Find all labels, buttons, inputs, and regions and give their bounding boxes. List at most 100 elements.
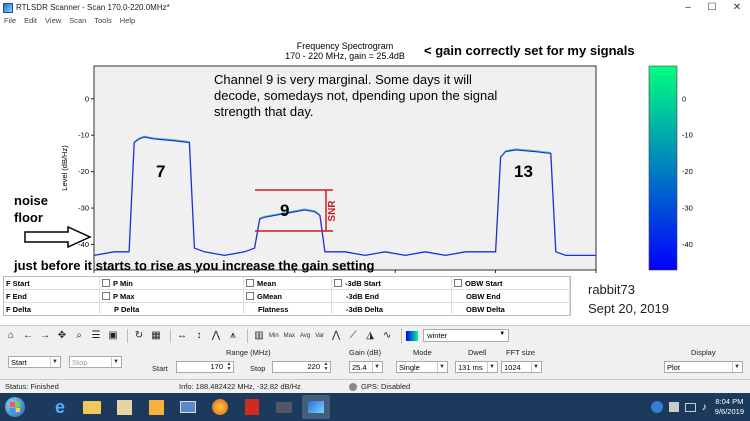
measurement-row: F Delta P Delta Flatness -3dB Delta OBW … [4, 303, 570, 316]
gain-label: Gain (dB) [349, 348, 382, 357]
measure-3db-end: -3dB End [332, 290, 452, 302]
computer-icon[interactable] [174, 395, 202, 419]
firefox-icon[interactable] [206, 395, 234, 419]
scan-controls: Start ▼ Stop ▼ Range (MHz) Start 170 ▲ ▼ Sto… [0, 345, 750, 379]
menu-tools[interactable]: Tools [94, 16, 112, 25]
chevron-down-icon: ▼ [50, 357, 59, 367]
menu-help[interactable]: Help [119, 16, 136, 25]
plot-toolbar: ⌂ ← → ✥ ⌕ ☰ ▣ ↻ ▦ ↔ ↕ ⋀ ⩚ ▥ Min Max Avg … [0, 325, 750, 345]
rtlsdr-scanner-icon[interactable] [302, 395, 330, 419]
refresh-icon[interactable]: ↻ [134, 330, 144, 341]
clock-date: 9/6/2019 [714, 407, 744, 416]
media-player-icon[interactable] [142, 395, 170, 419]
back-arrow-icon[interactable]: ← [23, 330, 33, 341]
start-button[interactable] [0, 394, 30, 420]
maximize-button[interactable]: ☐ [707, 2, 717, 13]
menu-file[interactable]: File [4, 16, 17, 25]
camera-icon[interactable] [270, 395, 298, 419]
p-max-checkbox[interactable] [102, 292, 110, 300]
colorbar-tick-label: 0 [682, 94, 686, 103]
file-explorer-icon[interactable] [78, 395, 106, 419]
spectrum-chart-area: Frequency Spectrogram 170 - 220 MHz, gai… [0, 26, 750, 283]
mode-select[interactable]: Single ▼ [396, 361, 448, 373]
measure-3db-start[interactable]: -3dB Start [332, 277, 452, 289]
mean-checkbox[interactable] [246, 279, 254, 287]
max-button[interactable]: Max [283, 332, 296, 339]
gain-select[interactable]: 25.4 ▼ [349, 361, 383, 373]
channel-9-label: 9 [280, 201, 290, 220]
measure-p-min[interactable]: P Min [100, 277, 244, 289]
gmean-checkbox[interactable] [246, 292, 254, 300]
status-bar: Status: Finished Info: 188.482422 MHz, -… [0, 379, 750, 393]
spectrum-chart[interactable]: Frequency Spectrogram 170 - 220 MHz, gai… [0, 26, 750, 283]
expand-icon[interactable]: ↔ [177, 330, 187, 341]
zoom-icon[interactable]: ⌕ [76, 330, 82, 341]
chevron-down-icon: ▼ [372, 362, 381, 372]
chart-line-icon[interactable]: ▥ [254, 330, 264, 341]
p-min-checkbox[interactable] [102, 279, 110, 287]
minimize-button[interactable]: – [685, 2, 691, 13]
y-tick-label: 0 [85, 94, 89, 103]
measure-mean[interactable]: Mean [244, 277, 332, 289]
display-icon[interactable] [684, 402, 696, 412]
pan-icon[interactable]: ✥ [57, 330, 67, 341]
volume-icon[interactable]: ♪ [701, 401, 707, 413]
3db-checkbox[interactable] [334, 279, 342, 287]
fft-size-select[interactable]: 1024 ▼ [501, 361, 542, 373]
flag-icon[interactable] [668, 402, 679, 412]
signature-date: Sept 20, 2019 [588, 301, 669, 316]
grid-icon[interactable]: ▦ [151, 330, 161, 341]
dwell-label: Dwell [468, 348, 487, 357]
obw-checkbox[interactable] [454, 279, 462, 287]
dwell-select[interactable]: 131 ms ▼ [455, 361, 498, 373]
home-icon[interactable]: ⌂ [7, 330, 15, 341]
channel-7-label: 7 [156, 162, 166, 181]
peak-marker-icon[interactable]: ⋀ [332, 330, 341, 341]
colorbar-tick-label: -30 [682, 204, 693, 213]
var-button[interactable]: Var [315, 332, 325, 339]
documents-icon[interactable] [110, 395, 138, 419]
min-button[interactable]: Min [269, 332, 279, 339]
measure-gmean[interactable]: GMean [244, 290, 332, 302]
menu-scan[interactable]: Scan [69, 16, 87, 25]
range-label: Range (MHz) [226, 348, 271, 357]
peak-icon[interactable]: ⋀ [211, 330, 221, 341]
menu-edit[interactable]: Edit [24, 16, 38, 25]
measure-obw-start[interactable]: OBW Start [452, 277, 570, 289]
windows-taskbar: e ♪ 8:04 PM 9/6/2019 [0, 393, 750, 421]
line-icon[interactable]: ⟋ [349, 330, 357, 341]
smooth-icon[interactable]: ∿ [382, 330, 392, 341]
menu-view[interactable]: View [45, 16, 62, 25]
network-icon[interactable] [650, 401, 663, 413]
windows-logo-icon [5, 397, 25, 417]
clock-time: 8:04 PM [715, 397, 744, 406]
gps-icon [349, 382, 357, 391]
y-tick-label: -40 [78, 240, 89, 249]
forward-arrow-icon[interactable]: → [40, 330, 50, 341]
measure-p-max[interactable]: P Max [100, 290, 244, 302]
signature-name: rabbit73 [588, 282, 635, 297]
fill-icon[interactable]: ◮ [366, 330, 374, 341]
display-select[interactable]: Plot ▼ [664, 361, 743, 373]
stop-label: Stop [250, 364, 266, 373]
start-freq-input[interactable]: 170 ▲ ▼ [176, 361, 234, 373]
spinner-icon[interactable]: ▲ ▼ [226, 361, 232, 372]
stop-freq-input[interactable]: 220 ▲ ▼ [272, 361, 331, 373]
spectrum-series-line [93, 136, 596, 257]
subplots-icon[interactable]: ☰ [91, 330, 101, 341]
noise-floor-label: noise floor [14, 193, 48, 225]
close-button[interactable]: ✕ [732, 2, 742, 13]
stop-preset-select[interactable]: Stop ▼ [69, 356, 122, 368]
pdf-reader-icon[interactable] [238, 395, 266, 419]
start-preset-select[interactable]: Start ▼ [8, 356, 61, 368]
fit-icon[interactable]: ↕ [196, 330, 202, 341]
spinner-icon[interactable]: ▲ ▼ [323, 361, 329, 372]
taskbar-clock[interactable]: 8:04 PM 9/6/2019 [715, 397, 744, 417]
colormap-select[interactable]: winter ▼ [423, 329, 510, 342]
avg-button[interactable]: Avg [300, 332, 311, 339]
save-icon[interactable]: ▣ [108, 330, 118, 341]
peaks-icon[interactable]: ⩚ [230, 330, 236, 341]
internet-explorer-icon[interactable]: e [54, 396, 65, 417]
title-bar: RTLSDR Scanner - Scan 170.0-220.0MHz* – … [0, 0, 750, 15]
toolbar-divider [401, 328, 403, 343]
